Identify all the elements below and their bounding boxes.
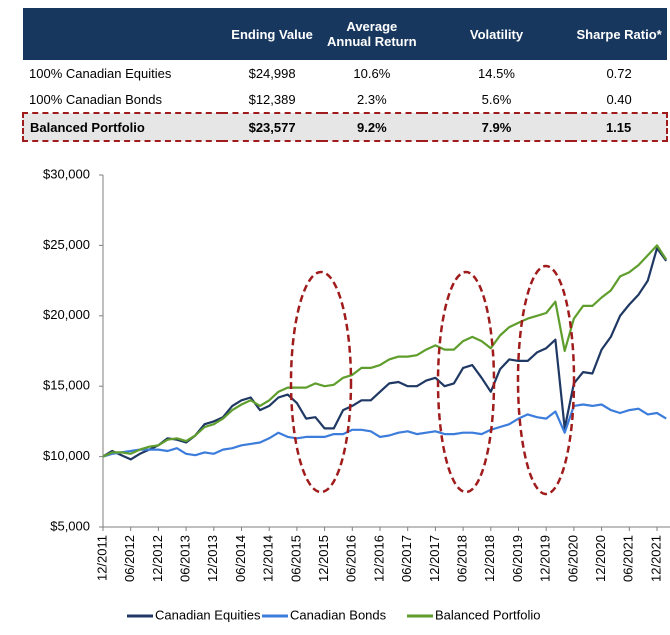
header-cell: Sharpe Ratio* xyxy=(571,8,667,60)
cell: 1.15 xyxy=(571,112,668,142)
x-tick-label: 12/2021 xyxy=(648,535,663,582)
cell: 7.9% xyxy=(421,112,572,142)
x-tick-label: 12/2020 xyxy=(593,535,608,582)
x-tick-label: 12/2014 xyxy=(261,535,276,582)
y-tick-label: $5,000 xyxy=(50,518,90,533)
x-tick-label: 06/2012 xyxy=(122,535,137,582)
cell: $24,998 xyxy=(248,65,296,81)
cell: 10.6% xyxy=(353,65,391,81)
series-line xyxy=(103,403,667,458)
y-tick-label: $20,000 xyxy=(43,307,90,322)
x-tick-label: 06/2014 xyxy=(233,535,248,582)
table-row-highlight: Balanced Portfolio $23,577 9.2% 7.9% 1.1… xyxy=(21,112,668,142)
x-tick-label: 06/2016 xyxy=(344,535,359,582)
y-tick-label: $25,000 xyxy=(43,237,90,252)
x-tick-label: 06/2015 xyxy=(288,535,303,582)
cell: 2.3% xyxy=(357,91,387,107)
summary-table: Ending Value Average Annual Return Volat… xyxy=(21,8,668,142)
header-cell xyxy=(23,8,223,60)
x-tick-label: 12/2019 xyxy=(538,535,553,582)
legend-label: Balanced Portfolio xyxy=(435,607,541,622)
x-tick-label: 06/2020 xyxy=(565,535,580,582)
y-tick-label: $10,000 xyxy=(43,448,90,463)
cell: 5.6% xyxy=(481,91,512,107)
cell: $23,577 xyxy=(222,112,322,142)
header-cell: Volatility xyxy=(421,8,572,60)
x-tick-label: 12/2013 xyxy=(205,535,220,582)
cell: 0.72 xyxy=(606,65,632,81)
header-cell: Average Annual Return xyxy=(321,8,422,60)
x-tick-label: 12/2018 xyxy=(482,535,497,582)
x-tick-label: 06/2013 xyxy=(178,535,193,582)
x-tick-label: 12/2011 xyxy=(94,535,109,581)
highlight-ellipse xyxy=(516,264,576,496)
row-label: 100% Canadian Bonds xyxy=(29,91,162,107)
cell: 0.40 xyxy=(606,91,632,107)
row-label: Balanced Portfolio xyxy=(21,112,223,142)
x-tick-label: 06/2018 xyxy=(455,535,470,582)
header-row: Ending Value Average Annual Return Volat… xyxy=(23,8,667,60)
legend-label: Canadian Equities xyxy=(155,607,261,622)
x-tick-label: 12/2012 xyxy=(150,535,165,582)
header-cell: Ending Value xyxy=(222,8,322,60)
cell: 14.5% xyxy=(478,65,515,81)
row-label: 100% Canadian Equities xyxy=(29,65,172,81)
annotations xyxy=(289,264,576,496)
cell: $12,389 xyxy=(248,91,296,107)
plot-area xyxy=(103,244,668,461)
series-line xyxy=(103,244,668,458)
table-row: 100% Canadian Equities $24,998 10.6% 14.… xyxy=(23,60,667,86)
cell: 9.2% xyxy=(321,112,422,142)
table-row: 100% Canadian Bonds $12,389 2.3% 5.6% 0.… xyxy=(23,86,667,113)
y-tick-label: $30,000 xyxy=(43,166,90,181)
y-tick-label: $15,000 xyxy=(43,378,90,393)
series-line xyxy=(103,247,668,461)
x-tick-label: 12/2016 xyxy=(371,535,386,582)
x-tick-label: 06/2021 xyxy=(621,535,636,582)
x-tick-label: 06/2017 xyxy=(399,535,414,582)
highlight-ellipse xyxy=(436,270,496,494)
x-tick-label: 12/2017 xyxy=(427,535,442,582)
x-tick-label: 06/2019 xyxy=(510,535,525,582)
x-tick-label: 12/2015 xyxy=(316,535,331,582)
highlight-ellipse xyxy=(289,270,353,494)
legend-label: Canadian Bonds xyxy=(290,607,387,622)
